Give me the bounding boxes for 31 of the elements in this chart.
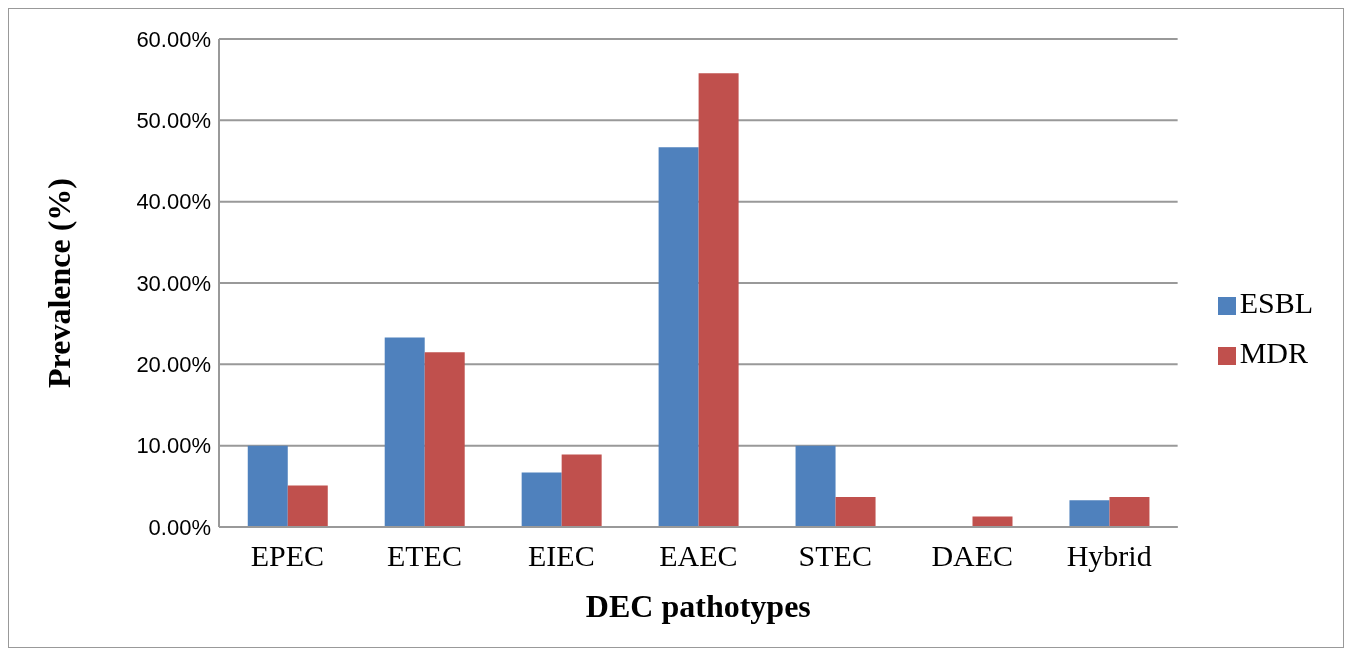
bar [835, 496, 876, 527]
y-tick-label: 40.00% [136, 189, 211, 215]
x-tick-label: Hybrid [1066, 539, 1152, 573]
bar [1069, 500, 1110, 527]
bar [561, 454, 602, 527]
x-tick-label: EIEC [528, 539, 595, 573]
y-tick-label: 60.00% [136, 26, 211, 52]
bar [698, 73, 739, 527]
bar [658, 147, 699, 527]
x-tick-label: DAEC [931, 539, 1014, 573]
x-axis-title: DEC pathotypes [585, 588, 811, 624]
x-tick-label: ETEC [386, 539, 462, 573]
bar [247, 445, 288, 527]
legend-label: MDR [1239, 336, 1308, 369]
x-tick-label: STEC [798, 539, 872, 573]
y-tick-label: 20.00% [136, 352, 211, 378]
y-tick-label: 30.00% [136, 270, 211, 296]
bar [424, 352, 465, 527]
legend-label: ESBL [1239, 286, 1313, 319]
bar [1109, 496, 1150, 527]
y-axis-title: Prevalence (%) [41, 178, 78, 388]
bar [287, 485, 328, 527]
bar [384, 337, 425, 527]
y-tick-label: 10.00% [136, 433, 211, 459]
bar [795, 445, 836, 527]
bar [521, 472, 562, 527]
y-tick-label: 0.00% [148, 514, 211, 540]
bar [972, 516, 1013, 527]
x-tick-label: EAEC [659, 539, 738, 573]
x-tick-label: EPEC [250, 539, 325, 573]
y-tick-label: 50.00% [136, 108, 211, 134]
